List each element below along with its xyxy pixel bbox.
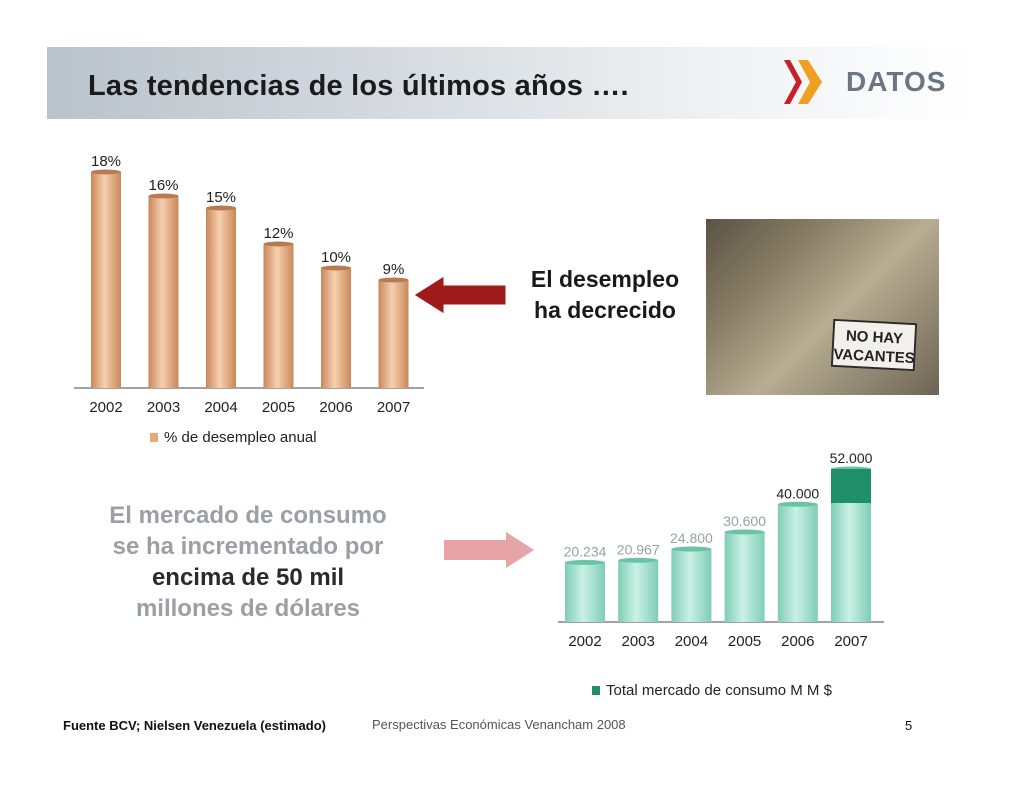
unemployment-bar: [91, 172, 121, 388]
unemployment-tick-label: 2003: [147, 399, 180, 416]
unemployment-legend-swatch: [150, 433, 158, 442]
consumption-bar: [724, 531, 765, 622]
consumption-callout-line4: millones de dólares: [135, 595, 361, 622]
unemployment-bar-cap: [378, 277, 409, 283]
consumption-bar-cap: [565, 559, 605, 565]
unemployment-value-label: 16%: [148, 177, 178, 194]
footer-publication: Perspectivas Económicas Venancham 2008: [372, 717, 626, 732]
consumption-tick-label: 2002: [568, 633, 601, 650]
page-number: 5: [905, 718, 913, 733]
consumption-bar-cap: [618, 557, 659, 563]
slide-title: Las tendencias de los últimos años ….: [88, 70, 629, 102]
unemployment-legend: % de desempleo anual: [150, 429, 317, 446]
photo-sign-line2: VACANTES: [833, 345, 916, 368]
unemployment-bar: [206, 208, 236, 388]
consumption-chart: 20.234 2002 20.967 2003 24.800 2004 30.600 2005…: [558, 450, 884, 650]
consumption-value-label: 30.600: [723, 513, 766, 529]
unemployment-tick-label: 2002: [89, 399, 122, 416]
consumption-legend: Total mercado de consumo M M $: [592, 682, 832, 699]
consumption-callout-line2: se ha incrementado por: [112, 533, 384, 560]
consumption-bar-cap: [777, 501, 818, 507]
unemployment-bar-cap: [263, 241, 294, 247]
logo-text: DATOS: [846, 66, 947, 97]
consumption-callout-line3: encima de 50 mil: [151, 564, 345, 591]
consumption-value-label: 40.000: [776, 485, 819, 501]
consumption-bar-highlight: [831, 469, 871, 503]
header-bar: [47, 47, 977, 119]
unemployment-tick-label: 2006: [319, 399, 352, 416]
unemployment-bar: [263, 244, 294, 388]
consumption-bar-cap: [724, 529, 765, 535]
unemployment-tick-label: 2007: [377, 399, 410, 416]
unemployment-value-label: 15%: [206, 189, 236, 206]
unemployment-chart: 18% 2002 16% 2003 15% 2004 12% 2005 10% 2006 9% 200…: [74, 153, 424, 416]
consumption-tick-label: 2007: [834, 633, 867, 650]
consumption-tick-label: 2005: [728, 633, 761, 650]
unemployment-value-label: 10%: [321, 249, 351, 266]
consumption-callout-line1: El mercado de consumo: [109, 502, 387, 529]
consumption-legend-swatch: [592, 686, 600, 695]
photo-sign: NO HAY VACANTES: [830, 318, 918, 372]
consumption-value-label: 20.234: [564, 543, 607, 559]
unemployment-bar-cap: [91, 169, 121, 175]
consumption-bar-cap: [671, 546, 712, 552]
arrow-right-icon: [444, 532, 534, 568]
unemployment-value-label: 12%: [263, 225, 293, 242]
datos-logo-icon: [784, 60, 822, 104]
unemployment-bar: [321, 268, 351, 388]
consumption-tick-label: 2006: [781, 633, 814, 650]
consumption-value-label: 24.800: [670, 530, 713, 546]
unemployment-callout-line1: El desempleo: [530, 266, 680, 292]
unemployment-legend-label: % de desempleo anual: [164, 429, 317, 446]
consumption-bar: [565, 562, 605, 622]
consumption-value-label: 52.000: [830, 450, 873, 466]
unemployment-bar-cap: [206, 205, 236, 211]
unemployment-bar: [148, 196, 179, 388]
unemployment-callout: El desempleo ha decrecido: [512, 264, 698, 326]
consumption-bar: [618, 560, 659, 622]
unemployment-bar: [378, 280, 409, 388]
consumption-value-label: 20.967: [617, 541, 660, 557]
unemployment-bar-cap: [321, 265, 351, 271]
consumption-legend-label: Total mercado de consumo M M $: [606, 682, 832, 699]
consumption-tick-label: 2003: [622, 633, 655, 650]
consumption-tick-label: 2004: [675, 633, 708, 650]
unemployment-tick-label: 2004: [204, 399, 237, 416]
unemployment-callout-line2: ha decrecido: [534, 297, 676, 323]
consumption-bar: [777, 504, 818, 622]
footer-source: Fuente BCV; Nielsen Venezuela (estimado): [63, 718, 326, 733]
unemployment-value-label: 9%: [383, 261, 405, 278]
unemployment-bar-cap: [148, 193, 179, 199]
photo-no-vacancies: NO HAY VACANTES: [706, 219, 939, 395]
unemployment-value-label: 18%: [91, 153, 121, 170]
consumption-callout: El mercado de consumo se ha incrementado…: [84, 500, 412, 624]
consumption-bar: [671, 549, 712, 622]
arrow-left-icon: [413, 275, 507, 315]
unemployment-tick-label: 2005: [262, 399, 295, 416]
